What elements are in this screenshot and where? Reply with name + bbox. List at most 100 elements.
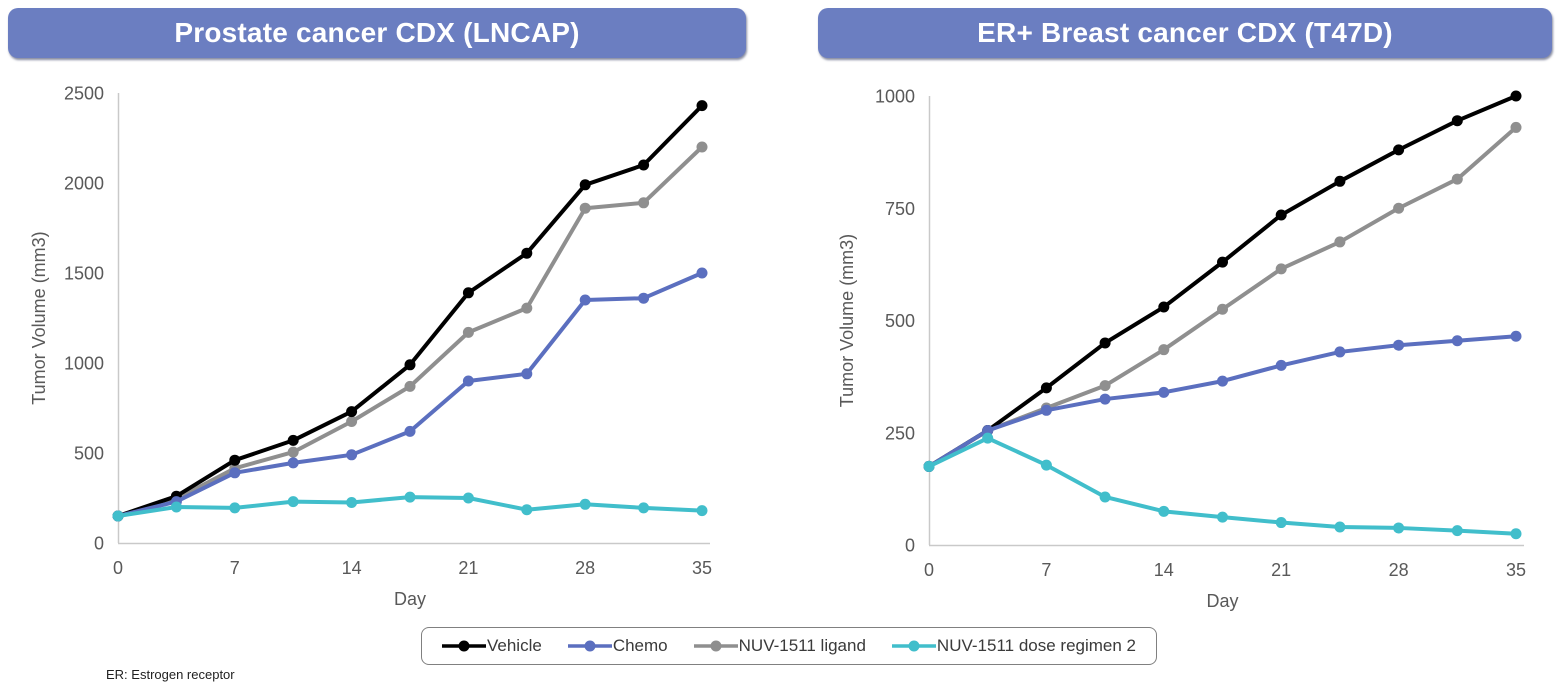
series-marker-nuv-1511-ligand — [346, 416, 358, 427]
series-marker-vehicle — [1393, 144, 1405, 156]
series-marker-nuv-1511-dose-regimen-2 — [923, 460, 935, 472]
x-tick-label: 28 — [575, 558, 595, 578]
series-marker-nuv-1511-ligand — [1334, 236, 1346, 248]
series-line-vehicle — [116, 103, 704, 518]
x-tick-label: 28 — [1389, 560, 1409, 580]
series-marker-vehicle — [1040, 382, 1052, 394]
series-marker-chemo — [1217, 375, 1228, 387]
series-marker-nuv-1511-dose-regimen-2 — [1217, 511, 1228, 523]
series-marker-vehicle — [1158, 301, 1170, 313]
series-marker-nuv-1511-ligand — [1099, 380, 1111, 392]
legend-item-nuv-1511-dose-regimen-2: NUV-1511 dose regimen 2 — [891, 636, 1136, 656]
legend-marker-nuv-1511-dose-regimen-2 — [891, 640, 936, 652]
series-marker-nuv-1511-dose-regimen-2 — [462, 492, 474, 504]
series-marker-chemo — [1099, 393, 1111, 405]
series-marker-nuv-1511-dose-regimen-2 — [229, 502, 241, 514]
x-axis-title: Day — [394, 589, 426, 609]
series-marker-chemo — [1451, 335, 1463, 347]
series-marker-nuv-1511-ligand — [521, 302, 533, 314]
series-marker-chemo — [982, 425, 994, 437]
series-marker-vehicle — [1334, 175, 1346, 187]
y-tick-label: 1000 — [875, 87, 915, 107]
series-marker-vehicle — [1217, 256, 1228, 268]
series-marker-chemo — [1334, 346, 1346, 358]
series-marker-nuv-1511-ligand — [579, 202, 591, 214]
x-tick-label: 35 — [1506, 560, 1526, 580]
series-marker-chemo — [521, 368, 533, 380]
series-marker-nuv-1511-dose-regimen-2 — [1040, 459, 1052, 471]
y-tick-label: 0 — [94, 534, 104, 554]
x-tick-label: 21 — [1271, 560, 1291, 580]
series-marker-chemo — [404, 425, 416, 437]
series-marker-chemo — [1040, 404, 1052, 416]
x-tick-label: 14 — [342, 558, 362, 578]
series-marker-chemo — [579, 294, 591, 306]
legend-marker-chemo — [567, 640, 612, 652]
legend-item-label: Chemo — [612, 636, 668, 655]
series-marker-nuv-1511-ligand — [1275, 263, 1287, 275]
t47d-title-banner: ER+ Breast cancer CDX (T47D) — [818, 8, 1552, 58]
series-marker-chemo — [1275, 359, 1287, 371]
y-tick-label: 500 — [74, 444, 104, 464]
series-marker-nuv-1511-ligand — [1217, 303, 1228, 315]
series-marker-nuv-1511-dose-regimen-2 — [1158, 505, 1170, 517]
series-marker-vehicle — [287, 434, 299, 446]
series-marker-nuv-1511-dose-regimen-2 — [404, 491, 416, 503]
series-marker-nuv-1511-dose-regimen-2 — [346, 497, 358, 508]
series-marker-vehicle — [1451, 115, 1463, 127]
legend-marker-vehicle — [442, 640, 486, 652]
series-line-nuv-1511-ligand — [927, 125, 1518, 469]
series-marker-nuv-1511-ligand — [696, 141, 708, 153]
series-marker-vehicle — [462, 287, 474, 299]
x-tick-label: 0 — [924, 560, 934, 580]
lncap-title-banner: Prostate cancer CDX (LNCAP) — [8, 8, 746, 58]
y-tick-label: 1000 — [64, 354, 104, 374]
series-marker-vehicle — [521, 247, 533, 259]
x-axis-title: Day — [1206, 591, 1238, 611]
series-marker-vehicle — [579, 179, 591, 191]
y-tick-label: 250 — [885, 423, 915, 443]
series-marker-chemo — [346, 449, 358, 461]
series-marker-vehicle — [638, 159, 650, 171]
series-marker-chemo — [638, 292, 650, 304]
y-tick-label: 1500 — [64, 264, 104, 284]
series-marker-nuv-1511-ligand — [1451, 173, 1463, 185]
y-tick-label: 0 — [905, 536, 915, 556]
y-tick-label: 2500 — [64, 84, 104, 104]
series-marker-chemo — [287, 457, 299, 469]
series-marker-nuv-1511-ligand — [638, 197, 650, 209]
series-marker-nuv-1511-ligand — [287, 446, 299, 458]
legend-item-label: NUV-1511 ligand — [738, 636, 866, 655]
series-marker-nuv-1511-dose-regimen-2 — [1510, 528, 1522, 540]
series-line-vehicle — [927, 94, 1518, 469]
series-marker-chemo — [229, 467, 241, 479]
series-marker-chemo — [462, 375, 474, 387]
series-marker-chemo — [1510, 330, 1522, 342]
series-line-chemo — [927, 334, 1518, 469]
series-marker-nuv-1511-dose-regimen-2 — [1275, 517, 1287, 529]
x-tick-label: 0 — [113, 558, 123, 578]
x-tick-label: 14 — [1154, 560, 1174, 580]
series-marker-chemo — [696, 267, 708, 279]
series-marker-nuv-1511-dose-regimen-2 — [638, 502, 650, 514]
series-marker-nuv-1511-ligand — [462, 326, 474, 338]
series-marker-vehicle — [1099, 337, 1111, 349]
series-marker-vehicle — [1275, 209, 1287, 221]
series-marker-nuv-1511-dose-regimen-2 — [579, 498, 591, 510]
y-axis-title: Tumor Volume (mm3) — [29, 231, 49, 404]
x-tick-label: 7 — [230, 558, 240, 578]
series-marker-nuv-1511-dose-regimen-2 — [1451, 525, 1463, 537]
series-marker-nuv-1511-dose-regimen-2 — [1334, 521, 1346, 533]
series-line-nuv-1511-ligand — [116, 145, 704, 518]
legend-item-vehicle: Vehicle — [442, 636, 542, 656]
series-marker-vehicle — [404, 359, 416, 371]
legend-item-label: NUV-1511 dose regimen 2 — [936, 636, 1136, 655]
series-marker-nuv-1511-dose-regimen-2 — [696, 505, 708, 517]
series-marker-nuv-1511-dose-regimen-2 — [1099, 491, 1111, 503]
series-marker-chemo — [1393, 339, 1405, 351]
y-tick-label: 750 — [885, 199, 915, 219]
series-marker-vehicle — [696, 100, 708, 112]
y-tick-label: 2000 — [64, 174, 104, 194]
series-marker-nuv-1511-ligand — [1393, 202, 1405, 214]
series-marker-nuv-1511-dose-regimen-2 — [521, 504, 533, 516]
